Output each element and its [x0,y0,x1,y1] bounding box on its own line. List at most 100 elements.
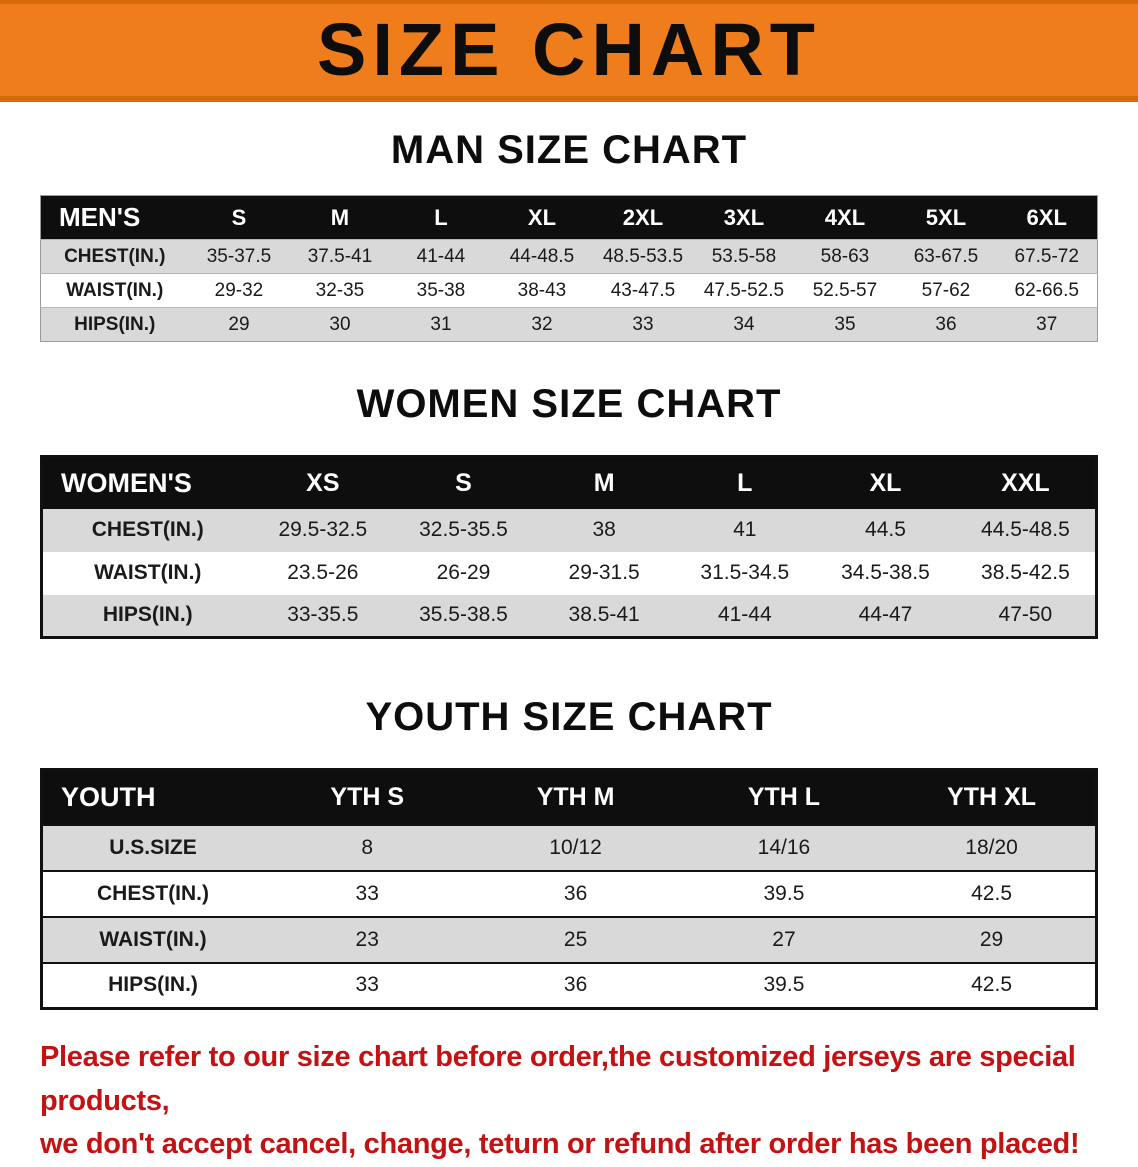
size-value-cell: 44.5 [865,518,906,541]
banner: SIZE CHART [0,0,1138,102]
row-label: HIPS(IN.) [108,973,198,997]
size-value-cell: 33 [355,881,379,905]
size-value-cell: 38 [592,518,616,541]
women-size-table: WOMEN'S XS S M L XL XXL CHEST(IN.) 29.5-32.5 32.… [40,455,1098,639]
row-label: HIPS(IN.) [102,603,193,627]
column-header: 6XL [996,195,1098,240]
column-header: L [674,456,816,509]
size-value-cell: 23.5-26 [287,561,359,584]
column-header: S [188,195,290,240]
size-value-cell: 41-44 [717,603,772,627]
disclaimer: Please refer to our size chart before or… [40,1036,1098,1167]
table-row: WAIST(IN.) 29-32 32-35 35-38 38-43 43-47.5 47.… [40,273,1098,308]
size-value-cell: 29-32 [214,279,264,301]
size-value-cell: 34 [733,313,755,335]
table-row: HIPS(IN.) 33 36 39.5 42.5 [41,962,1097,1009]
column-header: YTH L [679,769,889,825]
size-value-cell: 31 [430,313,452,335]
header-row: WOMEN'S XS S M L XL XXL [41,456,1097,509]
size-value-cell: 38.5-42.5 [981,561,1070,584]
column-header: M [289,195,391,240]
size-value-cell: 33 [355,973,379,997]
table-row: U.S.SIZE 8 10/12 14/16 18/20 [41,824,1097,871]
table-row: WAIST(IN.) 23 25 27 29 [41,916,1097,963]
size-value-cell: 37.5-41 [307,245,373,267]
youth-table-header: YOUTH YTH S YTH M YTH L YTH XL [41,769,1097,825]
column-header: XL [815,456,956,509]
size-value-cell: 35.5-38.5 [419,603,508,627]
header-row: MEN'S S M L XL 2XL 3XL 4XL 5XL 6XL [40,195,1098,240]
size-value-cell: 8 [361,835,374,859]
disclaimer-line-2: we don't accept cancel, change, teturn o… [40,1128,1080,1160]
row-label: WAIST(IN.) [99,927,207,951]
size-value-cell: 41-44 [416,245,466,267]
size-value-cell: 29-31.5 [568,561,640,584]
column-header: S [393,456,534,509]
size-value-cell: 35-38 [416,279,466,301]
column-header: YTH M [471,769,680,825]
header-row: YOUTH YTH S YTH M YTH L YTH XL [41,769,1097,825]
column-header: YTH XL [888,769,1097,825]
size-value-cell: 18/20 [965,835,1018,859]
size-value-cell: 31.5-34.5 [700,561,790,584]
size-value-cell: 38-43 [517,279,567,301]
size-value-cell: 57-62 [921,279,971,301]
size-value-cell: 48.5-53.5 [602,245,684,267]
column-header: XL [491,195,593,240]
size-chart-title: SIZE CHART [317,8,821,91]
size-value-cell: 44.5-48.5 [981,518,1070,541]
size-value-cell: 41 [733,518,757,541]
men-size-table: MEN'S S M L XL 2XL 3XL 4XL 5XL 6XL CHEST(IN.) 35-3… [40,195,1098,342]
table-title-cell: WOMEN'S [41,456,253,509]
men-chart-heading: MAN SIZE CHART [390,128,748,172]
table-row: WAIST(IN.) 23.5-26 26-29 29-31.5 31.5-34.5 34… [41,551,1097,595]
size-value-cell: 27 [772,927,796,951]
size-value-cell: 36 [563,973,588,997]
size-value-cell: 23 [355,927,379,951]
size-value-cell: 62-66.5 [1014,279,1079,301]
size-value-cell: 33-35.5 [287,603,359,627]
table-row: CHEST(IN.) 29.5-32.5 32.5-35.5 38 41 44.5 44.5… [41,508,1097,552]
table-title-cell: MEN'S [40,195,189,240]
size-value-cell: 35-37.5 [206,245,272,267]
youth-size-table: YOUTH YTH S YTH M YTH L YTH XL U.S.SIZE 8 10/1… [40,768,1098,1010]
size-value-cell: 34.5-38.5 [841,561,930,584]
column-header: 4XL [794,195,896,240]
column-header: XS [252,456,394,509]
size-value-cell: 42.5 [971,973,1012,997]
size-value-cell: 36 [935,313,957,335]
size-value-cell: 32 [531,313,553,335]
size-value-cell: 26-29 [436,561,491,584]
size-value-cell: 42.5 [971,881,1012,905]
size-value-cell: 44-48.5 [509,245,575,267]
size-value-cell: 29.5-32.5 [278,518,368,541]
women-chart-heading: WOMEN SIZE CHART [356,382,782,426]
size-value-cell: 47.5-52.5 [703,279,785,301]
row-label: U.S.SIZE [109,835,197,859]
column-header: 5XL [895,195,997,240]
size-value-cell: 10/12 [549,835,602,859]
table-row: CHEST(IN.) 35-37.5 37.5-41 41-44 44-48.5 48.5… [40,239,1098,274]
size-value-cell: 38.5-41 [568,603,640,627]
men-table-header: MEN'S S M L XL 2XL 3XL 4XL 5XL 6XL [40,195,1098,240]
size-value-cell: 33 [632,313,654,335]
size-value-cell: 52.5-57 [812,279,878,301]
size-value-cell: 30 [329,313,351,335]
row-label: WAIST(IN.) [94,561,202,584]
size-value-cell: 44-47 [858,603,913,627]
size-value-cell: 47-50 [998,603,1053,627]
size-value-cell: 37 [1036,313,1058,335]
table-title-cell: YOUTH [41,769,264,825]
column-header: 3XL [693,195,795,240]
size-value-cell: 53.5-58 [711,245,777,267]
row-label: CHEST(IN.) [91,518,204,541]
size-value-cell: 39.5 [763,973,805,997]
size-value-cell: 32.5-35.5 [419,518,508,541]
column-header: 2XL [592,195,694,240]
size-value-cell: 36 [563,881,588,905]
size-value-cell: 32-35 [315,279,365,301]
column-header: YTH S [263,769,472,825]
size-value-cell: 58-63 [820,245,870,267]
column-header: M [533,456,675,509]
table-row: HIPS(IN.) 29 30 31 32 33 34 35 36 37 [40,307,1098,342]
